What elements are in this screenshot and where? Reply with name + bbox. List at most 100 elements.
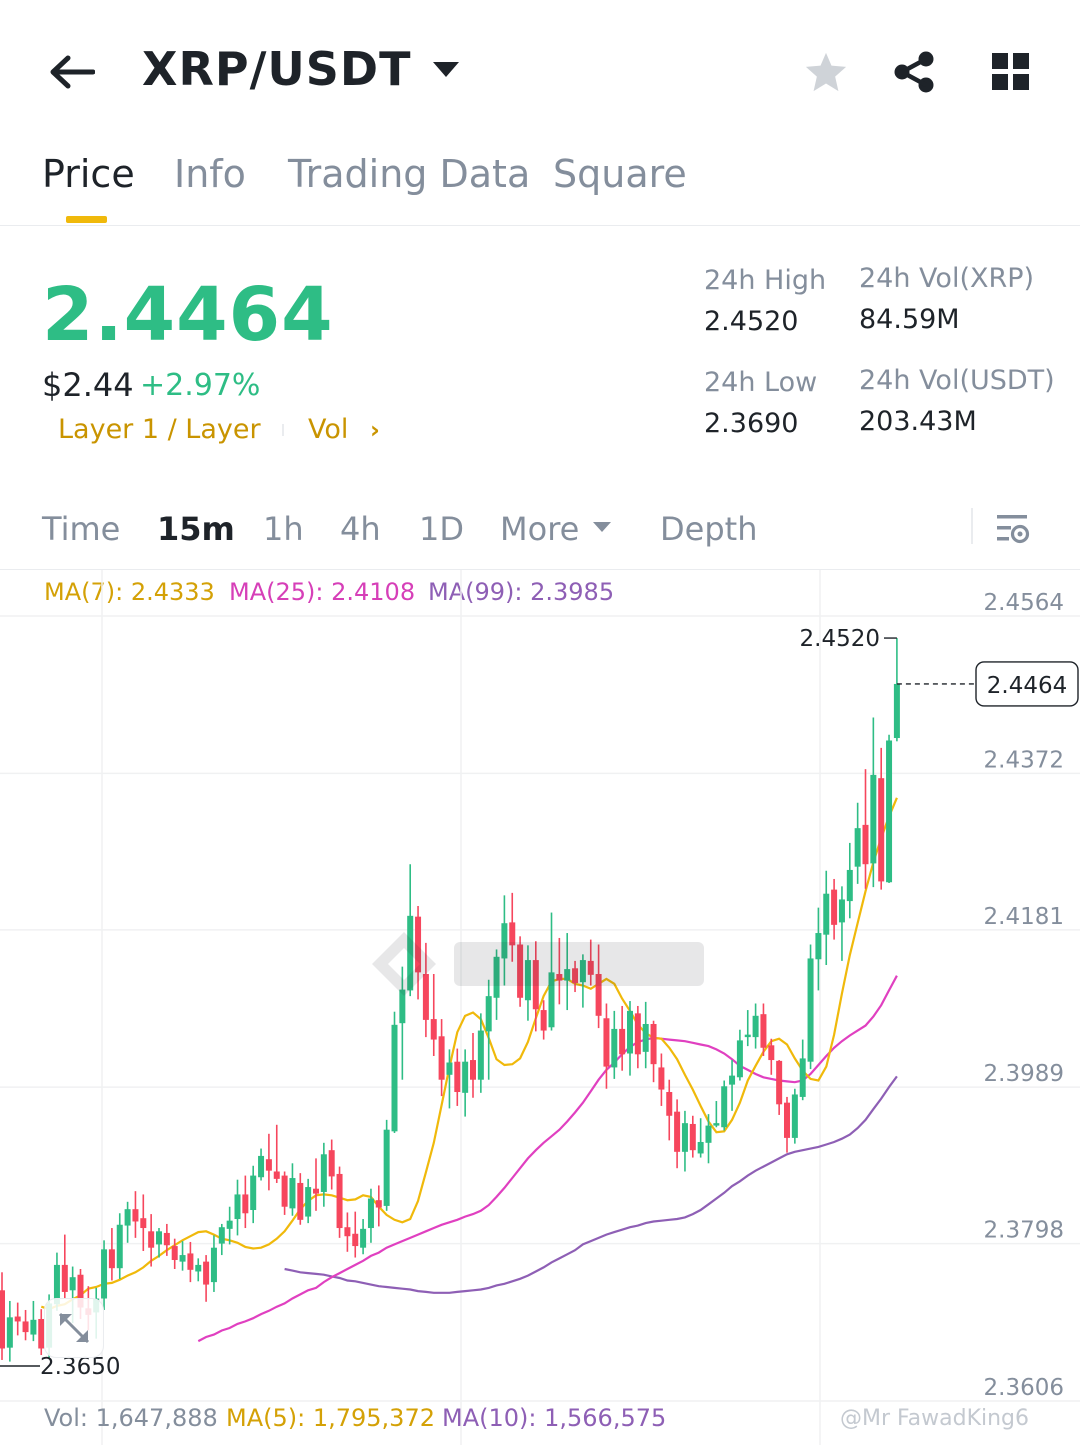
interval-more[interactable]: More — [500, 510, 612, 548]
high-marker-label: 2.4520 — [800, 626, 880, 652]
candle-body — [831, 889, 838, 925]
candle-body — [493, 956, 500, 998]
tag-divider — [282, 424, 284, 436]
current-price-box — [975, 661, 1079, 707]
candle-body — [281, 1175, 288, 1207]
favorite-button[interactable] — [798, 44, 854, 100]
candle-body — [446, 1062, 453, 1075]
interval-1h[interactable]: 1h — [263, 510, 304, 548]
tab-info[interactable]: Info — [174, 152, 246, 196]
candle-body — [391, 1024, 398, 1132]
pair-selector[interactable]: XRP/USDT — [142, 42, 460, 96]
candle-body — [242, 1194, 249, 1214]
candle-body — [713, 1123, 720, 1126]
usd-price: $2.44 — [42, 366, 134, 404]
share-button[interactable] — [886, 44, 942, 100]
candle-body — [470, 1060, 476, 1080]
candle-body — [430, 1019, 437, 1040]
share-icon — [894, 51, 934, 93]
candle-body — [305, 1187, 312, 1217]
category-tag[interactable]: Layer 1 / Layer — [58, 414, 261, 445]
grid-icon — [992, 53, 1029, 90]
candle-body — [791, 1094, 798, 1138]
candle-body — [650, 1023, 657, 1065]
candle-body — [313, 1188, 319, 1194]
candle-body — [367, 1198, 374, 1229]
chart-settings-button[interactable] — [988, 504, 1038, 554]
back-button[interactable] — [44, 44, 100, 100]
candle-body — [619, 1028, 626, 1055]
interval-depth[interactable]: Depth — [660, 510, 758, 548]
interval-15m[interactable]: 15m — [157, 510, 235, 548]
menu-button[interactable] — [983, 44, 1039, 100]
candle-body — [729, 1075, 736, 1085]
candle-body — [38, 1318, 45, 1349]
toolbar-divider — [971, 508, 973, 544]
interval-4h[interactable]: 4h — [340, 510, 381, 548]
ma99-line — [284, 1075, 898, 1294]
page-tabs: Price Info Trading Data Square — [0, 140, 1080, 226]
candle-body — [14, 1316, 21, 1322]
candle-body — [674, 1111, 681, 1152]
candle-body — [721, 1086, 728, 1128]
top-bar: XRP/USDT — [0, 0, 1080, 140]
candle-body — [689, 1123, 696, 1151]
candle-body — [399, 989, 406, 1024]
interval-1d[interactable]: 1D — [419, 510, 464, 548]
candle-body — [705, 1125, 712, 1143]
candle-body — [22, 1321, 29, 1333]
candle-body — [124, 1209, 131, 1226]
candle-body — [0, 1290, 5, 1349]
candle-body — [273, 1171, 280, 1179]
candle-body — [69, 1277, 76, 1291]
candle-body — [132, 1209, 139, 1222]
candle-body — [156, 1231, 162, 1245]
candle-body — [893, 683, 900, 739]
candle-body — [415, 916, 422, 973]
candle-body — [854, 828, 861, 867]
candle-body — [595, 974, 602, 1016]
expand-icon — [58, 1312, 90, 1344]
candle-body — [878, 778, 885, 882]
pair-title: XRP/USDT — [142, 42, 412, 96]
candlestick-chart[interactable]: 2.4564 2.4372 2.4181 2.3989 2.3798 2.3606 2.4… — [0, 570, 1080, 1445]
star-icon — [805, 52, 847, 92]
candle-body — [297, 1182, 304, 1220]
candle-body — [77, 1274, 84, 1308]
candle-body — [823, 893, 830, 935]
tab-trading-data[interactable]: Trading Data — [288, 152, 531, 196]
candle-body — [862, 824, 869, 865]
candle-body — [776, 1060, 783, 1105]
tab-square[interactable]: Square — [553, 152, 687, 196]
candle-body — [509, 922, 516, 946]
candle-body — [187, 1253, 194, 1270]
ma7-line — [40, 797, 898, 1311]
candle-body — [784, 1102, 790, 1138]
candle-body — [108, 1249, 115, 1269]
candle-body — [101, 1249, 108, 1299]
candle-body — [328, 1150, 335, 1177]
interval-time[interactable]: Time — [42, 510, 121, 548]
candle-body — [846, 869, 853, 902]
volume-tag[interactable]: Vol — [308, 414, 349, 445]
candle-body — [768, 1045, 775, 1061]
candle-body — [226, 1220, 233, 1229]
chevron-right-icon[interactable]: › — [370, 416, 380, 444]
candle-body — [360, 1228, 367, 1248]
volume-ma10: MA(10): 1,566,575 — [442, 1404, 667, 1432]
candle-body — [234, 1194, 241, 1220]
candle-body — [171, 1246, 178, 1260]
candle-body — [352, 1233, 359, 1247]
tab-price[interactable]: Price — [42, 152, 135, 196]
ma25-indicator: MA(25): 2.4108 — [229, 578, 416, 606]
fullscreen-button[interactable] — [44, 1298, 104, 1358]
vol-base-label: 24h Vol(XRP) — [859, 263, 1035, 294]
binance-watermark-logo — [372, 932, 704, 996]
volume-value: Vol: 1,647,888 — [44, 1404, 218, 1432]
ma7-indicator: MA(7): 2.4333 — [44, 578, 215, 606]
candle-body — [501, 923, 508, 959]
low-value: 2.3690 — [704, 408, 799, 439]
candle-body — [344, 1227, 351, 1237]
low-label: 24h Low — [704, 367, 818, 398]
candle-body — [697, 1141, 704, 1154]
